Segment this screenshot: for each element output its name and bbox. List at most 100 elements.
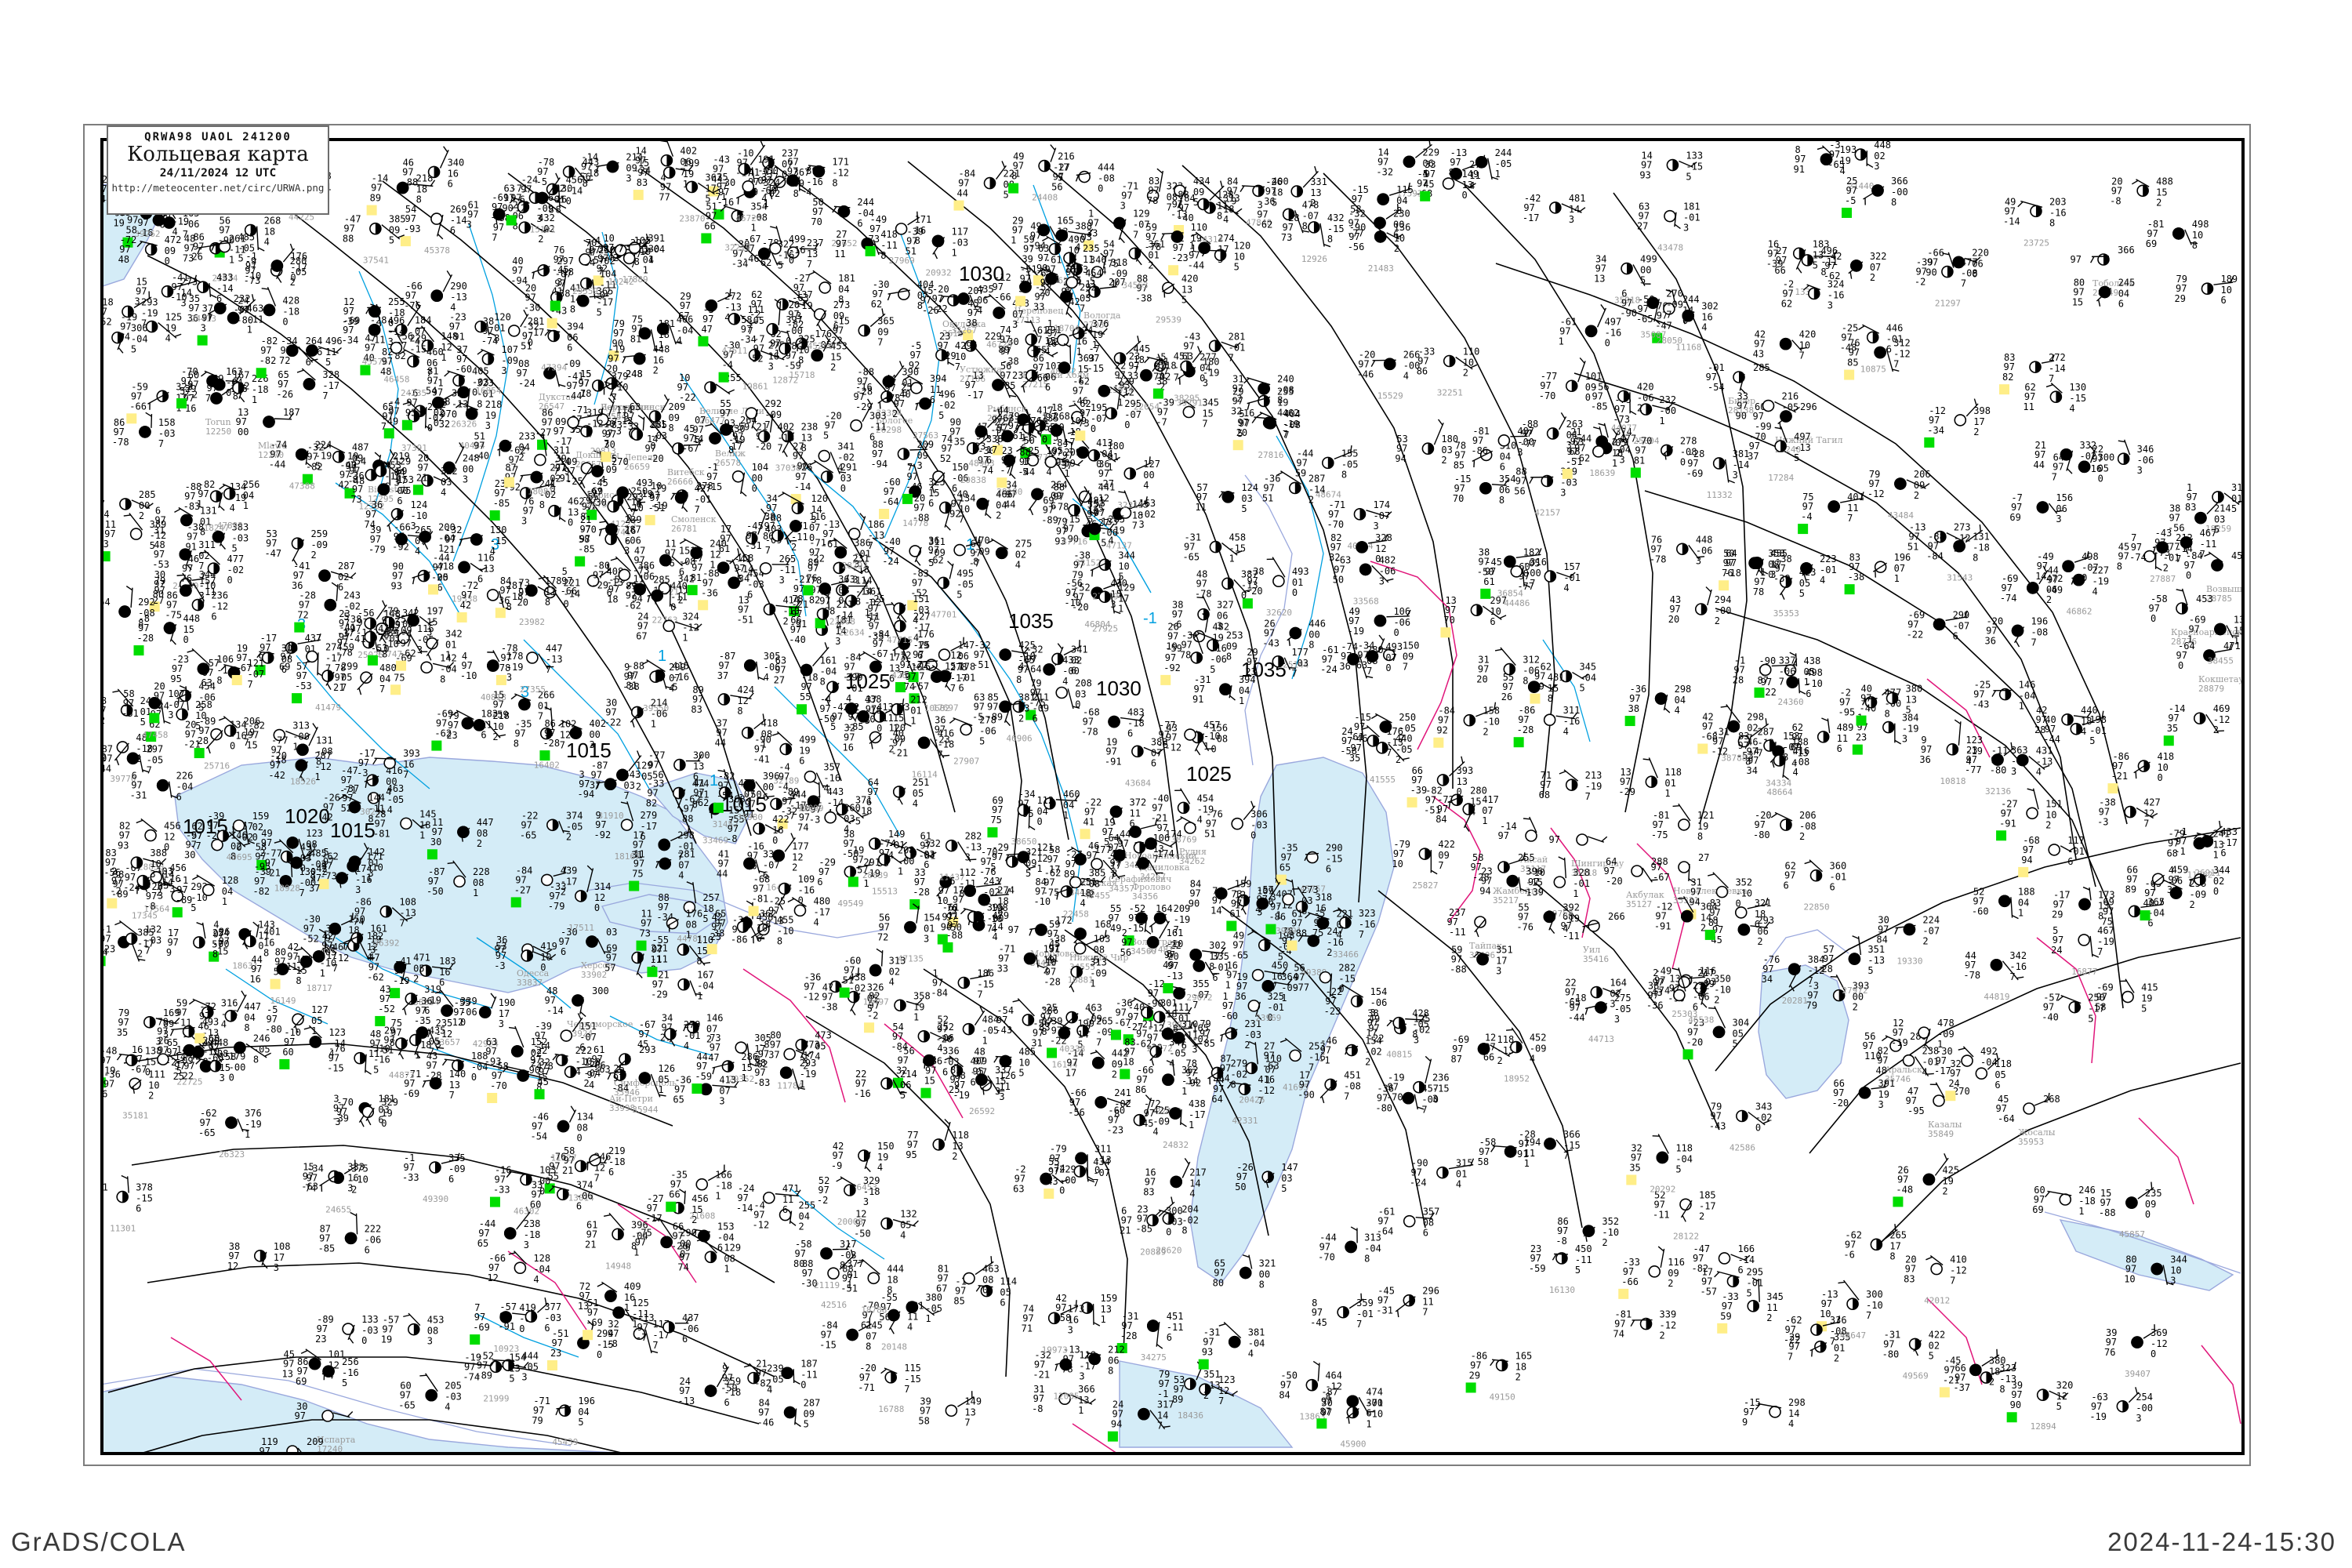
weather-map-canvas[interactable]: 1030 1035 1035 1025 1030 1025 1020 1015 … xyxy=(100,138,2245,1455)
station-plot[interactable]: -1297-66198Череповец27113 xyxy=(993,267,1064,325)
station-plot[interactable]: 497-64285002 xyxy=(100,489,156,521)
cloud-cover-symbol xyxy=(869,660,882,673)
magenta-contour-layer xyxy=(170,561,2241,1455)
station-pressure: 366 xyxy=(2118,245,2135,256)
station-plot[interactable]: -849792158-102 xyxy=(1433,702,1500,748)
cloud-cover-symbol xyxy=(1510,565,1523,578)
station-plot[interactable]: -84970451Возвышенский28785 xyxy=(2184,550,2245,604)
